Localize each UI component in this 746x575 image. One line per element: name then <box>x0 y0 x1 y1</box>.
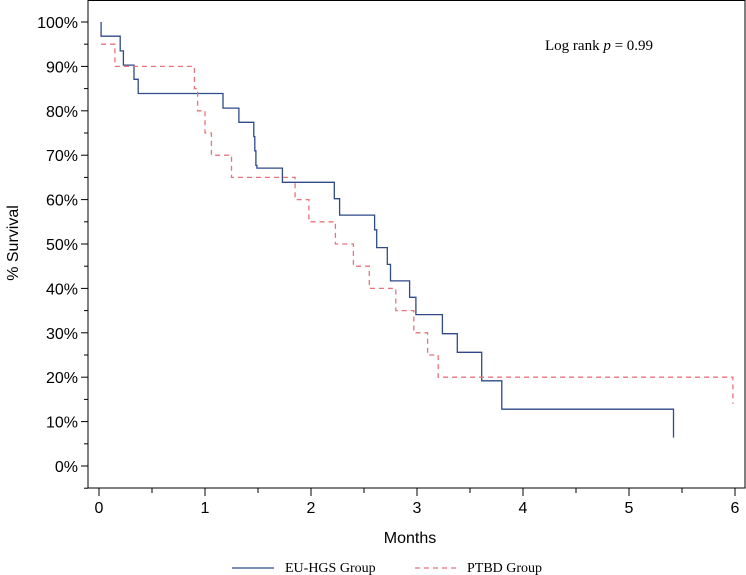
y-tick-label: 70% <box>46 148 78 165</box>
x-axis-title: Months <box>384 530 436 547</box>
axes-layer: 0% 10% 20% 30% 40% 50% 60% 70% 80% 90% 100% 0 1 2 3 4 5 6 <box>37 0 746 517</box>
x-tick-label: 1 <box>201 500 210 517</box>
x-tick-label: 0 <box>95 500 104 517</box>
y-tick-label: 90% <box>46 59 78 76</box>
y-axis-title: % Survival <box>5 205 22 281</box>
x-tick-label: 5 <box>625 500 634 517</box>
y-tick-label: 50% <box>46 237 78 254</box>
series-line-eu-hgs <box>100 22 675 438</box>
y-tick-label: 10% <box>46 415 78 432</box>
y-tick-label: 40% <box>46 281 78 298</box>
legend: EU-HGS Group PTBD Group <box>232 561 542 575</box>
y-tick-label: 60% <box>46 193 78 210</box>
y-tick-label: 30% <box>46 326 78 343</box>
x-tick-label: 2 <box>307 500 316 517</box>
x-tick-label: 4 <box>519 500 528 517</box>
series-layer <box>100 22 734 438</box>
log-rank-annotation: Log rank p = 0.99 <box>545 38 653 54</box>
y-tick-label: 20% <box>46 370 78 387</box>
y-tick-label: 100% <box>37 15 78 32</box>
y-tick-label: 80% <box>46 104 78 121</box>
series-line-ptbd <box>101 43 734 404</box>
legend-label-eu-hgs: EU-HGS Group <box>285 561 376 575</box>
x-tick-label: 6 <box>731 500 740 517</box>
legend-label-ptbd: PTBD Group <box>467 561 542 575</box>
plot-frame <box>87 0 746 489</box>
y-tick-label: 0% <box>55 459 78 476</box>
x-tick-label: 3 <box>413 500 422 517</box>
